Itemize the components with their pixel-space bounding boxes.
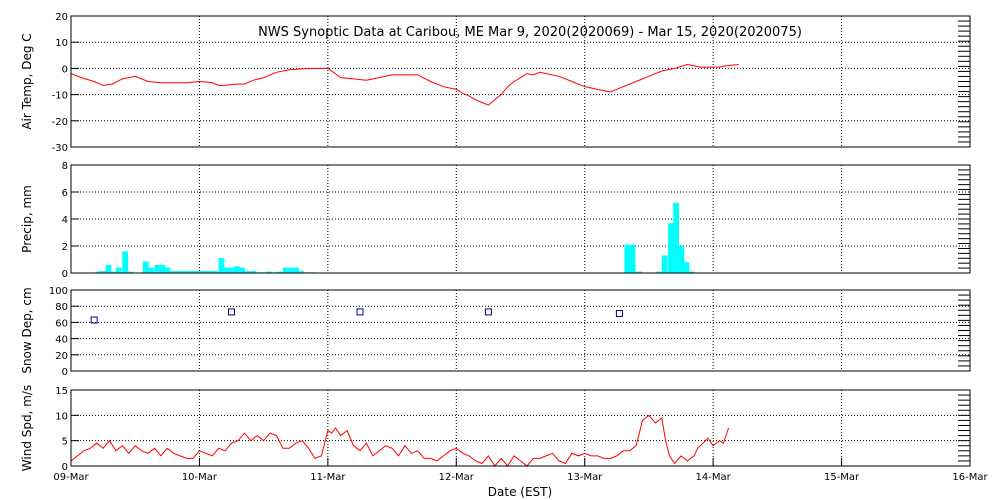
precip-bar — [629, 244, 636, 273]
precip-bar — [142, 261, 149, 273]
y-tick-label: 80 — [55, 302, 68, 313]
x-tick-label: 12-Mar — [439, 472, 475, 483]
chart-title: NWS Synoptic Data at Caribou, ME Mar 9, … — [258, 25, 802, 40]
panel-frame — [70, 15, 971, 148]
precip-bar — [110, 271, 117, 273]
precip-bar — [266, 271, 272, 273]
y-tick-label: 100 — [49, 286, 68, 297]
wind_speed-series-line — [70, 414, 730, 467]
y-tick-label: -20 — [52, 117, 68, 128]
x-tick-label: 15-Mar — [824, 472, 860, 483]
y-axis-title: Air Temp, Deg C — [20, 33, 34, 129]
precip-bar — [154, 264, 161, 273]
precip-bar — [244, 271, 251, 273]
precip-bar — [196, 271, 203, 273]
precip-bar — [636, 271, 642, 273]
y-tick-label: 6 — [62, 188, 68, 199]
x-axis: 09-Mar 10-Mar 11-Mar 12-Mar 13-Mar 14-Mar 15-M… — [53, 458, 988, 483]
precip-bar — [105, 264, 112, 273]
panel-air_temp: 20 10 0 -10 -20 -30 Air Temp, Deg C — [20, 12, 971, 154]
panel-wind_speed: 15 10 5 0 Wind Spd, m/s — [20, 385, 971, 473]
y-tick-label: 5 — [62, 437, 68, 448]
y-tick-label: -30 — [52, 143, 68, 154]
precip-bar — [122, 251, 129, 273]
precip-bar — [115, 267, 122, 273]
y-tick-label: 2 — [62, 242, 68, 253]
y-axis-title: Precip, mm — [20, 185, 34, 253]
precip-bar — [668, 223, 674, 273]
precip-bar — [624, 244, 631, 273]
precip-bar — [293, 267, 299, 273]
snow-depth-point — [228, 308, 235, 316]
precip-bar — [298, 271, 304, 273]
precip-bar — [656, 271, 663, 273]
precip-bar — [186, 271, 193, 273]
panel-frame — [70, 164, 971, 274]
precip-bar — [673, 202, 679, 273]
precip-bar — [180, 271, 186, 273]
y-axis-title: Wind Spd, m/s — [20, 385, 34, 471]
y-tick-label: 0 — [62, 269, 68, 280]
precip-bar — [127, 271, 134, 273]
panel-frame — [70, 389, 971, 467]
precip-bar — [174, 271, 181, 273]
precip-bar — [234, 266, 240, 274]
precip-bar — [228, 267, 235, 273]
precip-bar — [191, 271, 198, 273]
snow-depth-point — [90, 316, 98, 324]
x-tick-label: 10-Mar — [182, 472, 218, 483]
precip-bar — [100, 271, 107, 273]
precip-bar — [148, 267, 154, 273]
precip-bar — [207, 271, 213, 273]
precip-bar — [250, 271, 257, 273]
x-tick-label: 13-Mar — [567, 472, 603, 483]
panel-frame — [70, 289, 971, 372]
y-tick-label: 0 — [62, 64, 68, 75]
precip-bar — [683, 262, 690, 273]
y-tick-label: 60 — [55, 318, 68, 329]
snow-depth-point — [356, 308, 364, 316]
y-tick-label: 0 — [62, 462, 68, 473]
x-axis-title: Date (EST) — [488, 485, 552, 499]
y-tick-label: 20 — [55, 351, 68, 362]
panel-precip: 8 6 4 2 0 Precip, mm — [20, 161, 971, 280]
y-tick-label: 4 — [62, 215, 68, 226]
precip-bar — [159, 264, 166, 273]
x-tick-label: 09-Mar — [53, 472, 89, 483]
precip-bar — [678, 246, 685, 273]
precip-bar — [287, 267, 294, 273]
x-tick-label: 14-Mar — [696, 472, 732, 483]
y-tick-label: 15 — [55, 386, 68, 397]
precip-bar — [282, 267, 289, 273]
air_temp-series-line — [70, 63, 739, 106]
x-tick-label: 11-Mar — [310, 472, 346, 483]
y-tick-label: 10 — [55, 38, 68, 49]
precip-bar — [223, 267, 230, 273]
y-tick-label: 40 — [55, 335, 68, 346]
precip-bar — [276, 271, 283, 273]
precip-bar — [212, 271, 218, 273]
precip-bar — [164, 267, 171, 273]
snow-depth-point — [615, 310, 623, 317]
y-tick-label: -10 — [52, 91, 68, 102]
snow-depth-point — [484, 308, 492, 316]
precip-bar — [201, 271, 208, 273]
precip-bar — [169, 271, 176, 273]
y-tick-label: 0 — [62, 367, 68, 378]
precip-bar — [95, 271, 102, 273]
y-tick-label: 10 — [55, 411, 68, 422]
precip-bar — [218, 258, 225, 273]
y-tick-label: 20 — [55, 12, 68, 23]
y-axis-title: Snow Dep, cm — [20, 287, 34, 373]
precip-bar — [661, 255, 668, 273]
precip-bar — [688, 271, 695, 273]
precip-bar — [239, 267, 245, 273]
y-tick-label: 8 — [62, 161, 68, 172]
x-tick-label: 16-Mar — [952, 472, 988, 483]
panel-snow_depth: 100 80 60 40 20 0 Snow Dep, cm — [20, 286, 971, 378]
